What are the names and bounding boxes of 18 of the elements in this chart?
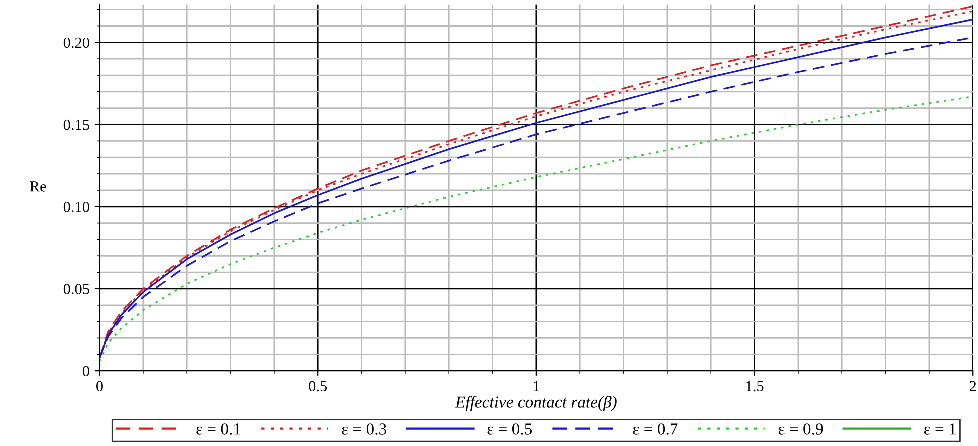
legend-label: ε = 0.3: [342, 424, 386, 435]
y-tick-label: 0.15: [64, 120, 90, 130]
legend-label: ε = 0.1: [196, 424, 241, 435]
x-axis-title: Effective contact rate(β): [455, 396, 617, 412]
x-tick-label: 0: [96, 381, 103, 392]
x-tick-label: 1.5: [746, 381, 764, 392]
x-tick-label: 0.5: [309, 381, 328, 392]
y-tick-label: 0.10: [64, 202, 90, 212]
legend-label: ε = 0.9: [778, 424, 824, 435]
x-tick-label: 2: [970, 381, 976, 392]
y-tick-label: 0.20: [64, 38, 90, 48]
legend-label: ε = 0.5: [488, 424, 532, 435]
y-axis-title: Re: [30, 182, 46, 192]
y-tick-label: 0: [82, 366, 90, 377]
legend-label: ε = 1: [924, 424, 956, 435]
y-tick-label: 0.05: [64, 284, 90, 294]
legend-label: ε = 0.7: [633, 424, 678, 435]
x-tick-label: 1: [534, 381, 540, 392]
